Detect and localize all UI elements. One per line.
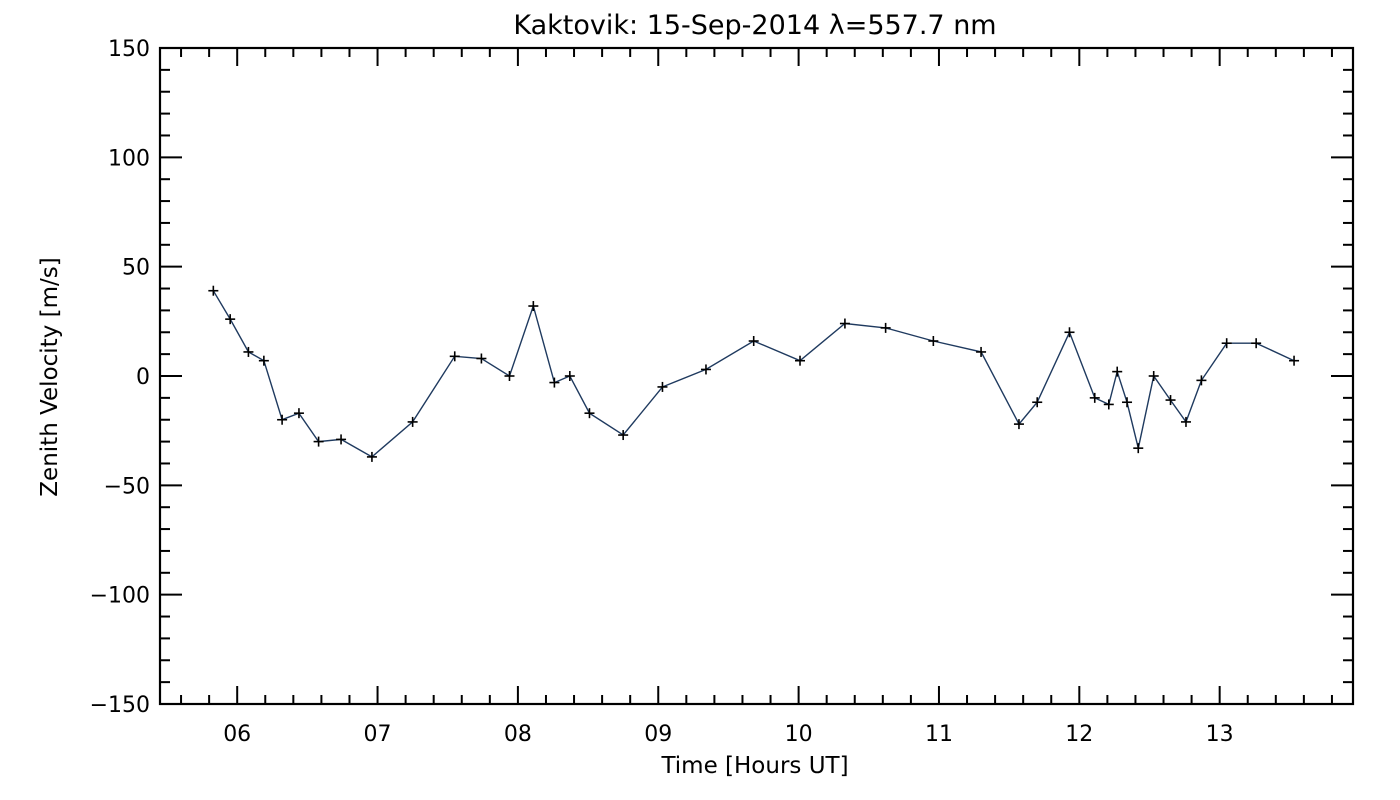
data-point [657, 381, 668, 392]
y-tick-label: −100 [90, 584, 150, 609]
data-point [293, 408, 304, 419]
data-point [1148, 371, 1159, 381]
series-line [212, 290, 1295, 458]
data-point [258, 355, 269, 366]
data-point [1112, 366, 1123, 377]
x-tick-label: 10 [785, 722, 813, 747]
plot-frame [158, 46, 1355, 706]
data-point [1196, 375, 1207, 386]
data-point [277, 414, 288, 425]
x-tick-label: 12 [1065, 722, 1093, 747]
data-point [313, 436, 324, 447]
data-point [839, 318, 850, 329]
data-point [336, 434, 347, 445]
data-point [1064, 327, 1075, 338]
data-point [700, 364, 711, 375]
x-tick-label: 06 [223, 722, 251, 747]
series [208, 285, 1300, 462]
data-point [748, 336, 759, 347]
data-point [225, 314, 236, 325]
data-point [564, 371, 575, 381]
data-point [618, 430, 629, 441]
data-point [476, 353, 487, 364]
data-point [549, 377, 560, 388]
axes [158, 46, 1355, 706]
data-point [208, 285, 219, 296]
data-point [795, 355, 806, 366]
data-point [1289, 355, 1300, 366]
y-tick-label: 0 [136, 365, 150, 390]
x-tick-label: 11 [925, 722, 953, 747]
data-point [528, 301, 539, 312]
data-point [880, 322, 891, 333]
data-point [1122, 397, 1133, 408]
x-tick-label: 08 [504, 722, 532, 747]
x-ticks: 06 07 08 09 10 11 12 13 [180, 48, 1333, 747]
data-point [1032, 397, 1043, 408]
data-point [976, 346, 987, 357]
data-point [1251, 338, 1262, 349]
y-tick-label: 100 [108, 146, 150, 171]
data-point [1133, 443, 1144, 454]
data-point [1089, 392, 1100, 403]
y-tick-label: −50 [104, 474, 150, 499]
data-point [366, 451, 377, 462]
y-tick-label: 150 [108, 37, 150, 62]
x-tick-label: 13 [1206, 722, 1234, 747]
data-point [1180, 416, 1191, 427]
data-point [504, 371, 515, 381]
x-tick-label: 09 [644, 722, 672, 747]
data-point [243, 346, 254, 357]
data-point [1013, 419, 1024, 430]
x-axis-label: Time [Hours UT] [660, 753, 848, 779]
data-point [407, 416, 418, 427]
data-point [1103, 399, 1114, 410]
x-tick-label: 07 [364, 722, 392, 747]
data-point [449, 351, 460, 362]
data-point [1165, 395, 1176, 406]
y-ticks: 150 100 50 0 −50 −100 −150 [90, 37, 1353, 718]
y-tick-label: −150 [90, 693, 150, 718]
chart-title: Kaktovik: 15-Sep-2014 λ=557.7 nm [513, 10, 996, 41]
data-point [928, 336, 939, 347]
y-axis-label: Zenith Velocity [m/s] [37, 257, 63, 496]
data-point [1221, 338, 1232, 349]
y-tick-label: 50 [122, 256, 150, 281]
data-point [584, 408, 595, 419]
